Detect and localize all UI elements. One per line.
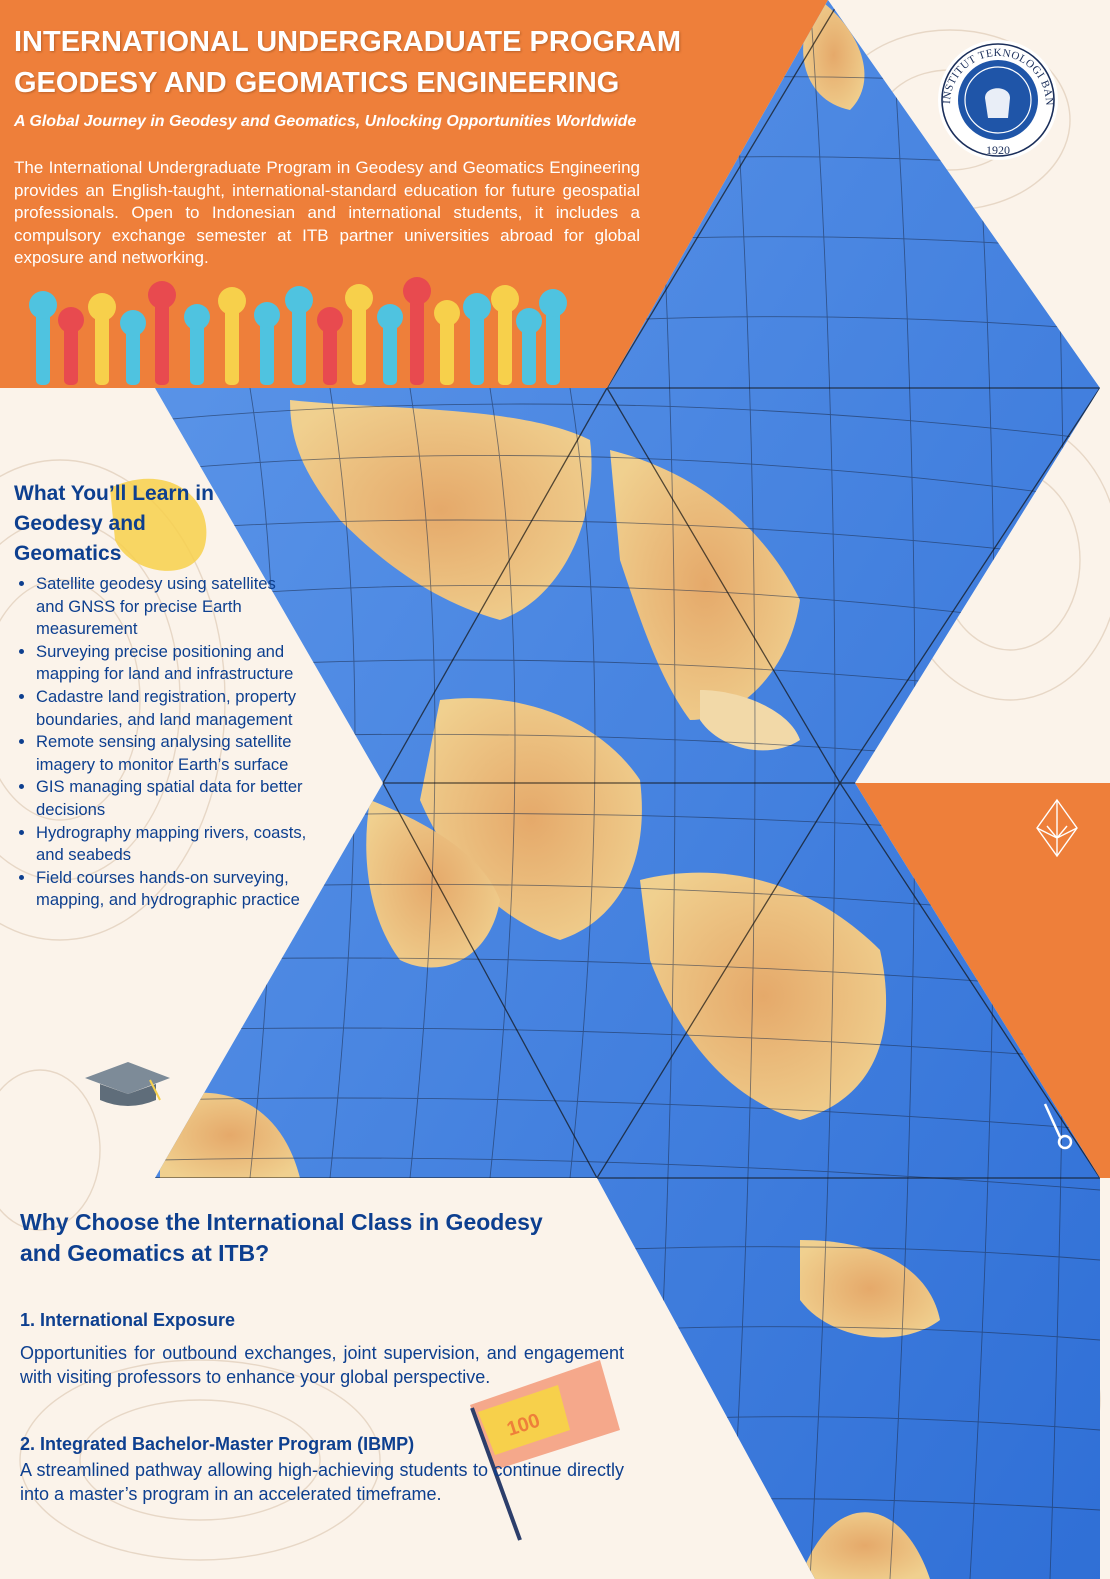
why-point-1-title: 1. International Exposure (20, 1310, 236, 1330)
learn-heading: What You’ll Learn in Geodesy and Geomati… (14, 482, 214, 565)
page-title: INTERNATIONAL UNDERGRADUATE PROGRAM GEOD… (14, 22, 774, 104)
intro-paragraph: The International Undergraduate Program … (14, 158, 640, 268)
title-line-2: GEODESY AND GEOMATICS ENGINEERING (14, 67, 620, 99)
list-item: Cadastre land registration, property bou… (36, 686, 308, 731)
subtitle: A Global Journey in Geodesy and Geomatic… (14, 113, 637, 130)
itb-logo (938, 40, 1058, 160)
why-point-2-title: 2. Integrated Bachelor-Master Program (I… (20, 1434, 415, 1454)
list-item: Hydrography mapping rivers, coasts, and … (36, 822, 308, 867)
graduation-cap-icon (85, 1062, 170, 1106)
list-item: GIS managing spatial data for better dec… (36, 776, 308, 821)
highlight-blob (110, 478, 207, 571)
list-item: Remote sensing analysing satellite image… (36, 731, 308, 776)
why-point-1-text: Opportunities for outbound exchanges, jo… (20, 1343, 624, 1387)
why-heading: Why Choose the International Class in Ge… (20, 1209, 543, 1266)
why-point-2-text: A streamlined pathway allowing high-achi… (20, 1460, 624, 1504)
list-item: Field courses hands-on surveying, mappin… (36, 867, 308, 912)
flag-icon (470, 1360, 620, 1541)
list-item: Surveying precise positioning and mappin… (36, 641, 308, 686)
scissors-icon (1043, 1103, 1073, 1150)
list-item: Satellite geodesy using satellites and G… (36, 573, 308, 641)
octahedron-icon (1036, 798, 1078, 858)
title-line-1: INTERNATIONAL UNDERGRADUATE PROGRAM (14, 26, 681, 58)
raised-hands-illustration (29, 277, 567, 385)
learn-list: Satellite geodesy using satellites and G… (18, 573, 308, 912)
